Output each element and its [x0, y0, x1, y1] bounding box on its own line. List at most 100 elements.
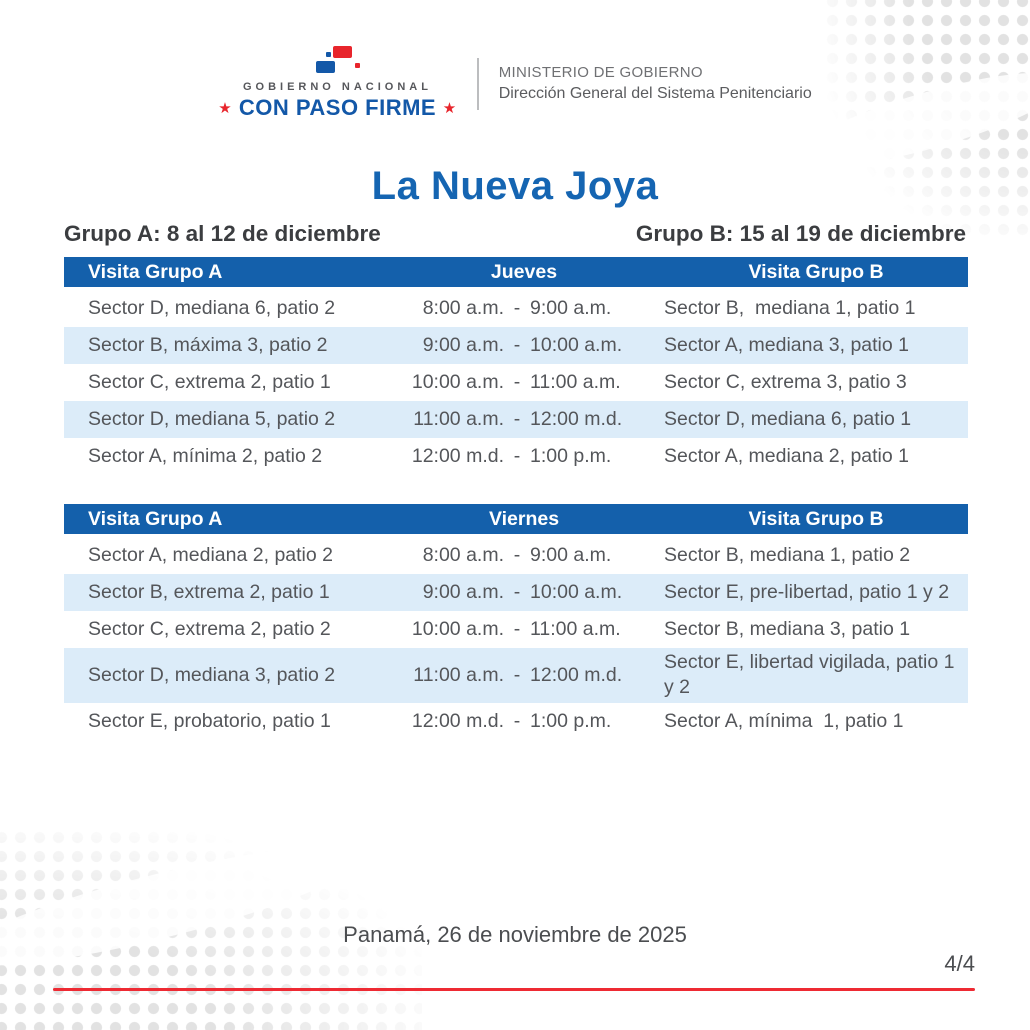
government-logo: GOBIERNO NACIONAL ★ CON PASO FIRME ★ [218, 46, 456, 121]
logo-line-gobierno-nacional: GOBIERNO NACIONAL [242, 81, 432, 93]
table-row: Sector C, extrema 2, patio 1 10:00 a.m. -… [64, 364, 968, 401]
time-cell: 12:00 m.d. -1:00 p.m. [384, 444, 664, 469]
time-separator: - [513, 444, 521, 467]
time-end: 1:00 p.m. [530, 709, 612, 732]
time-separator: - [513, 296, 521, 319]
time-cell: 9:00 a.m. -10:00 a.m. [384, 580, 664, 605]
ministry-name: MINISTERIO DE GOBIERNO [498, 64, 703, 81]
time-start: 11:00 a.m. [413, 663, 504, 686]
group-b-cell: Sector D, mediana 6, patio 1 [664, 407, 912, 430]
group-a-cell: Sector D, mediana 6, patio 2 [88, 296, 336, 319]
time-end: 12:00 m.d. [530, 407, 623, 430]
time-cell: 8:00 a.m. -9:00 a.m. [384, 296, 664, 321]
time-end: 11:00 a.m. [530, 370, 621, 393]
group-a-cell: Sector B, máxima 3, patio 2 [88, 333, 328, 356]
time-start: 8:00 a.m. [422, 543, 504, 566]
group-a-cell: Sector E, probatorio, patio 1 [88, 709, 331, 732]
time-end: 12:00 m.d. [530, 663, 623, 686]
time-cell: 10:00 a.m. -11:00 a.m. [384, 617, 664, 642]
group-b-cell: Sector E, pre-libertad, patio 1 y 2 [664, 580, 950, 603]
page-title: La Nueva Joya [371, 164, 659, 208]
footer-date: Panamá, 26 de noviembre de 2025 [343, 922, 687, 947]
time-start: 11:00 a.m. [413, 407, 504, 430]
table-row: Sector C, extrema 2, patio 2 10:00 a.m. -… [64, 611, 968, 648]
time-cell: 10:00 a.m. -11:00 a.m. [384, 370, 664, 395]
star-icon: ★ [442, 100, 457, 117]
group-b-cell: Sector A, mediana 3, patio 1 [664, 333, 909, 356]
halftone-wave-bottom-left [0, 824, 372, 988]
time-cell: 9:00 a.m. -10:00 a.m. [384, 333, 664, 358]
star-icon: ★ [218, 100, 233, 117]
group-a-cell: Sector D, mediana 5, patio 2 [88, 407, 336, 430]
time-separator: - [513, 709, 521, 732]
footer-red-line [53, 988, 975, 991]
group-a-cell: Sector A, mediana 2, patio 2 [88, 543, 333, 566]
schedule-table-viernes: Visita Grupo A Viernes Visita Grupo B Se… [64, 504, 968, 740]
flag-blue-star [326, 52, 332, 57]
panama-flag-icon [316, 46, 361, 76]
col-header-visita-grupo-a: Visita Grupo A [88, 260, 223, 283]
time-start: 8:00 a.m. [422, 296, 504, 319]
group-b-cell: Sector C, extrema 3, patio 3 [664, 370, 907, 393]
group-b-cell: Sector A, mediana 2, patio 1 [664, 444, 909, 467]
group-a-label: Grupo A: 8 al 12 de diciembre [64, 221, 381, 246]
group-a-cell: Sector C, extrema 2, patio 1 [88, 370, 331, 393]
time-start: 12:00 m.d. [411, 709, 504, 732]
flag-red-rect [333, 46, 353, 58]
flag-blue-rect [316, 61, 336, 73]
col-header-visita-grupo-b: Visita Grupo B [748, 260, 884, 283]
table-row: Sector E, probatorio, patio 1 12:00 m.d.… [64, 703, 968, 740]
time-cell: 11:00 a.m. -12:00 m.d. [384, 407, 664, 432]
header: GOBIERNO NACIONAL ★ CON PASO FIRME ★ MIN… [0, 46, 1030, 121]
time-separator: - [513, 663, 521, 686]
group-a-cell: Sector B, extrema 2, patio 1 [88, 580, 330, 603]
group-b-cell: Sector B, mediana 1, patio 2 [664, 543, 911, 566]
group-a-cell: Sector A, mínima 2, patio 2 [88, 444, 323, 467]
col-header-visita-grupo-a: Visita Grupo A [88, 507, 223, 530]
time-separator: - [513, 333, 521, 356]
time-start: 9:00 a.m. [422, 580, 504, 603]
logo-line-con-paso-firme: ★ CON PASO FIRME ★ [218, 95, 456, 121]
time-separator: - [513, 370, 521, 393]
table-row: Sector D, mediana 5, patio 2 11:00 a.m. -… [64, 401, 968, 438]
time-end: 10:00 a.m. [530, 333, 623, 356]
time-separator: - [513, 407, 521, 430]
group-b-cell: Sector B, mediana 1, patio 1 [664, 296, 916, 319]
time-separator: - [513, 580, 521, 603]
schedule-table-jueves: Visita Grupo A Jueves Visita Grupo B Sec… [64, 257, 968, 475]
table-row: Sector D, mediana 6, patio 2 8:00 a.m. -9… [64, 290, 968, 327]
time-end: 9:00 a.m. [530, 296, 612, 319]
table-header-row: Visita Grupo A Jueves Visita Grupo B [64, 257, 968, 287]
group-b-cell: Sector A, mínima 1, patio 1 [664, 709, 904, 732]
col-header-day: Jueves [490, 260, 558, 283]
group-b-cell: Sector B, mediana 3, patio 1 [664, 617, 911, 640]
time-start: 12:00 m.d. [411, 444, 504, 467]
time-end: 11:00 a.m. [530, 617, 621, 640]
group-date-labels: Grupo A: 8 al 12 de diciembre Grupo B: 1… [64, 221, 966, 247]
group-a-cell: Sector D, mediana 3, patio 2 [88, 663, 336, 686]
table-row: Sector B, extrema 2, patio 1 9:00 a.m. -1… [64, 574, 968, 611]
time-cell: 8:00 a.m. -9:00 a.m. [384, 543, 664, 568]
header-divider [476, 57, 479, 110]
time-separator: - [513, 543, 521, 566]
flag-red-star [355, 63, 361, 68]
time-start: 10:00 a.m. [411, 370, 504, 393]
time-separator: - [513, 617, 521, 640]
table-row: Sector D, mediana 3, patio 2 11:00 a.m. -… [64, 648, 968, 703]
page-number: 4/4 [944, 951, 975, 976]
time-end: 1:00 p.m. [530, 444, 612, 467]
ministry-block: MINISTERIO DE GOBIERNO Dirección General… [499, 64, 812, 103]
group-a-cell: Sector C, extrema 2, patio 2 [88, 617, 331, 640]
logo-slogan-text: CON PASO FIRME [238, 95, 437, 120]
ministry-directorate: Dirección General del Sistema Penitencia… [498, 85, 812, 102]
group-b-label: Grupo B: 15 al 19 de diciembre [635, 221, 966, 246]
table-row: Sector B, máxima 3, patio 2 9:00 a.m. -10… [64, 327, 968, 364]
time-cell: 12:00 m.d. -1:00 p.m. [384, 709, 664, 734]
time-start: 9:00 a.m. [422, 333, 504, 356]
table-row: Sector A, mediana 2, patio 2 8:00 a.m. -9… [64, 537, 968, 574]
time-end: 10:00 a.m. [530, 580, 623, 603]
table-row: Sector A, mínima 2, patio 2 12:00 m.d. -1… [64, 438, 968, 475]
group-b-cell: Sector E, libertad vigilada, patio 1 y 2 [664, 651, 960, 699]
time-cell: 11:00 a.m. -12:00 m.d. [384, 663, 664, 688]
